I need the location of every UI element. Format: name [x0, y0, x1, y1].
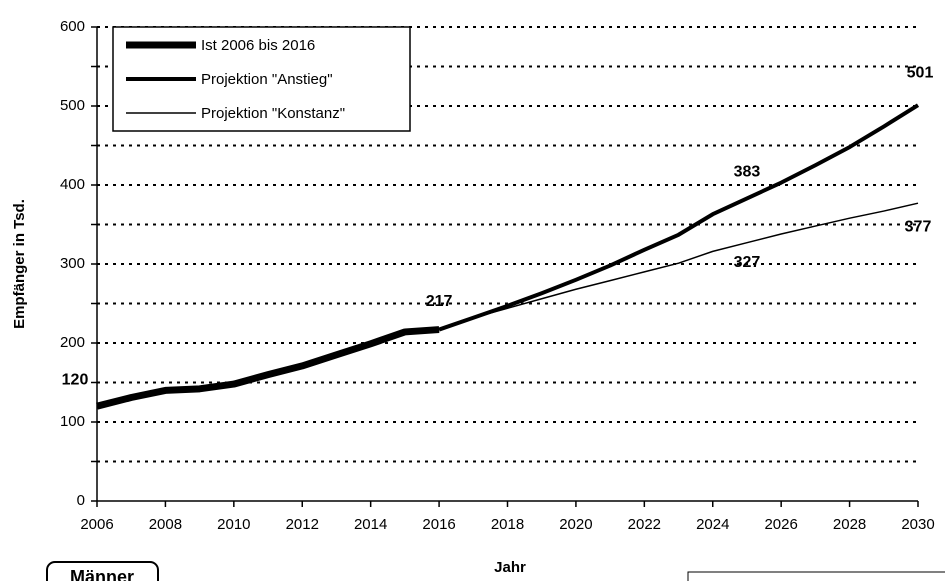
note: Männer: [70, 567, 134, 581]
x-tick-label: 2024: [696, 516, 729, 533]
y-axis-title: Empfänger in Tsd.: [11, 199, 28, 329]
x-tick-label: 2006: [80, 516, 113, 533]
y-tick-label: 600: [60, 18, 85, 35]
legend-label: Ist 2006 bis 2016: [201, 37, 315, 54]
value-label: 501: [907, 64, 934, 81]
value-label: 217: [426, 293, 453, 310]
line: [438, 202, 919, 331]
x-tick-label: 2008: [149, 516, 182, 533]
value-label: 120: [62, 371, 89, 388]
value-label: 327: [734, 254, 761, 271]
x-tick-label: 2010: [217, 516, 250, 533]
value-label: 383: [734, 164, 761, 181]
y-tick-label: 200: [60, 334, 85, 351]
line: [438, 103, 920, 332]
x-axis-title: Jahr: [494, 559, 526, 576]
x-tick-label: 2022: [628, 516, 661, 533]
box: [687, 571, 945, 581]
legend-label: Projektion "Anstieg": [201, 71, 333, 88]
x-tick-label: 2016: [422, 516, 455, 533]
legend-label: Projektion "Konstanz": [201, 105, 345, 122]
x-tick-label: 2028: [833, 516, 866, 533]
y-tick-label: 100: [60, 413, 85, 430]
x-tick-label: 2020: [559, 516, 592, 533]
x-tick-label: 2014: [354, 516, 387, 533]
y-tick-label: 300: [60, 255, 85, 272]
y-tick-label: 500: [60, 97, 85, 114]
note-box: [46, 561, 159, 581]
y-tick-label: 0: [77, 492, 85, 509]
value-label: 377: [905, 218, 932, 235]
x-tick-label: 2026: [764, 516, 797, 533]
x-tick-label: 2030: [901, 516, 934, 533]
x-tick-label: 2012: [286, 516, 319, 533]
line: [96, 326, 440, 410]
y-tick-label: 400: [60, 176, 85, 193]
x-tick-label: 2018: [491, 516, 524, 533]
